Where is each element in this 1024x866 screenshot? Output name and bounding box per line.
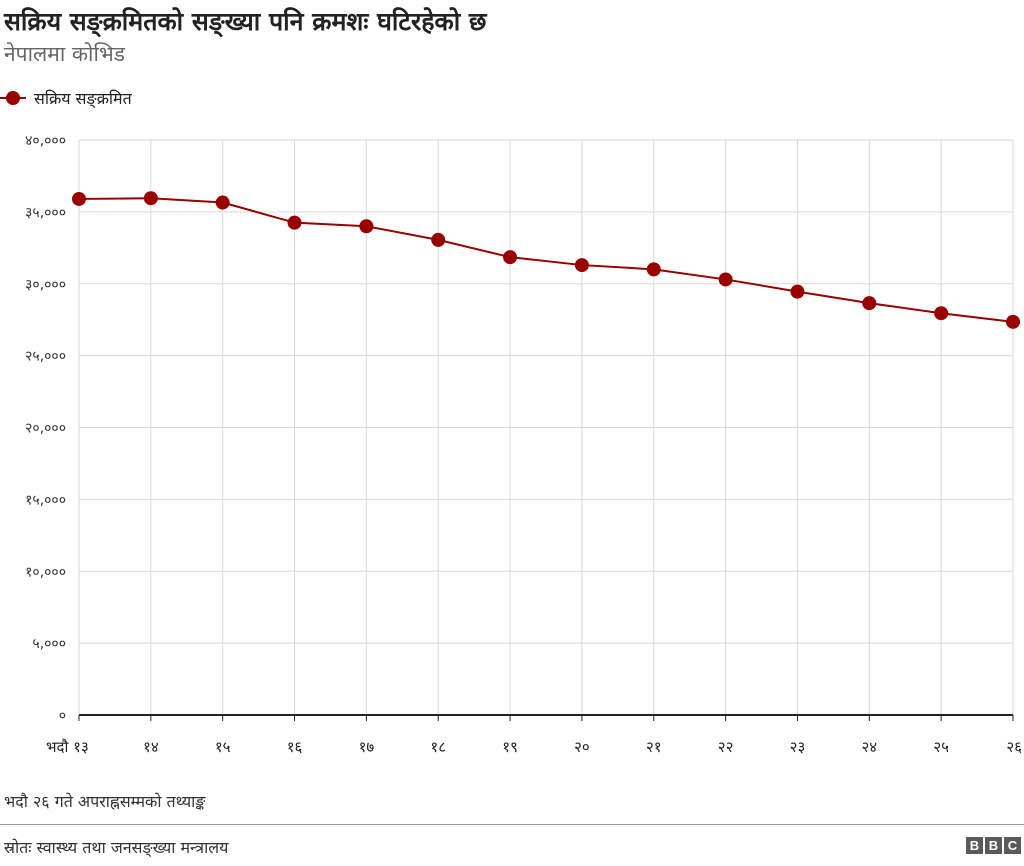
x-tick-label: १६ [287, 738, 303, 756]
y-tick-label: ५,००० [32, 636, 66, 652]
source-text: स्रोतः स्वास्थ्य तथा जनसङ्ख्या मन्त्रालय [4, 838, 229, 857]
logo-letter: B [985, 837, 1002, 854]
logo-letter: B [966, 837, 983, 854]
data-point [862, 296, 877, 311]
series-line [78, 197, 1014, 323]
x-tick-label: भदौ १३ [46, 738, 89, 756]
data-point [790, 284, 805, 299]
data-point [1006, 314, 1020, 329]
y-tick-label: १५,००० [25, 492, 66, 508]
x-tick-label: १४ [143, 738, 159, 756]
y-tick-label: २५,००० [25, 349, 66, 365]
x-tick-label: २५ [933, 738, 949, 756]
chart-subtitle: नेपालमा कोभिड [4, 42, 125, 66]
bbc-logo: B B C [966, 837, 1021, 854]
x-tick-label: २३ [790, 738, 806, 756]
data-point [718, 272, 733, 287]
data-point [934, 306, 949, 321]
y-tick-label: १०,००० [25, 564, 66, 580]
data-point [215, 195, 230, 210]
data-point [72, 191, 86, 206]
x-tick-label: २२ [718, 738, 734, 756]
data-point [287, 215, 302, 230]
legend: सक्रिय सङ्क्रमित [0, 86, 132, 110]
logo-letter: C [1004, 837, 1021, 854]
data-point [359, 219, 374, 234]
x-tick-label: १७ [359, 738, 375, 756]
data-point [143, 191, 158, 206]
data-note: भदौ २६ गते अपराह्नसम्मको तथ्याङ्क [4, 792, 206, 811]
y-tick-label: ० [59, 708, 66, 724]
legend-marker [0, 91, 26, 105]
x-tick-label: २० [574, 738, 590, 756]
y-tick-label: २०,००० [25, 421, 66, 437]
data-point [503, 250, 518, 265]
data-point [646, 262, 661, 277]
x-tick-label: २६ [1006, 738, 1022, 756]
data-point [431, 232, 446, 247]
y-tick-label: ४०,००० [25, 133, 66, 149]
line-chart: ० ५,००० १०,००० १५,००० २०,००० २५,००० ३०,००० ३५,०… [25, 133, 1022, 756]
data-point [574, 258, 589, 273]
footer-divider [0, 824, 1024, 825]
y-tick-label: ३०,००० [25, 277, 66, 293]
x-tick-label: २१ [646, 738, 662, 756]
y-tick-label: ३५,००० [25, 205, 66, 221]
x-tick-label: १८ [430, 738, 446, 756]
chart-title: सक्रिय सङ्क्रमितको सङ्ख्या पनि क्रमशः घट… [4, 7, 487, 36]
x-tick-label: १९ [502, 738, 518, 756]
x-tick-label: १५ [215, 738, 231, 756]
x-tick-label: २४ [862, 738, 878, 756]
legend-label: सक्रिय सङ्क्रमित [34, 89, 132, 108]
